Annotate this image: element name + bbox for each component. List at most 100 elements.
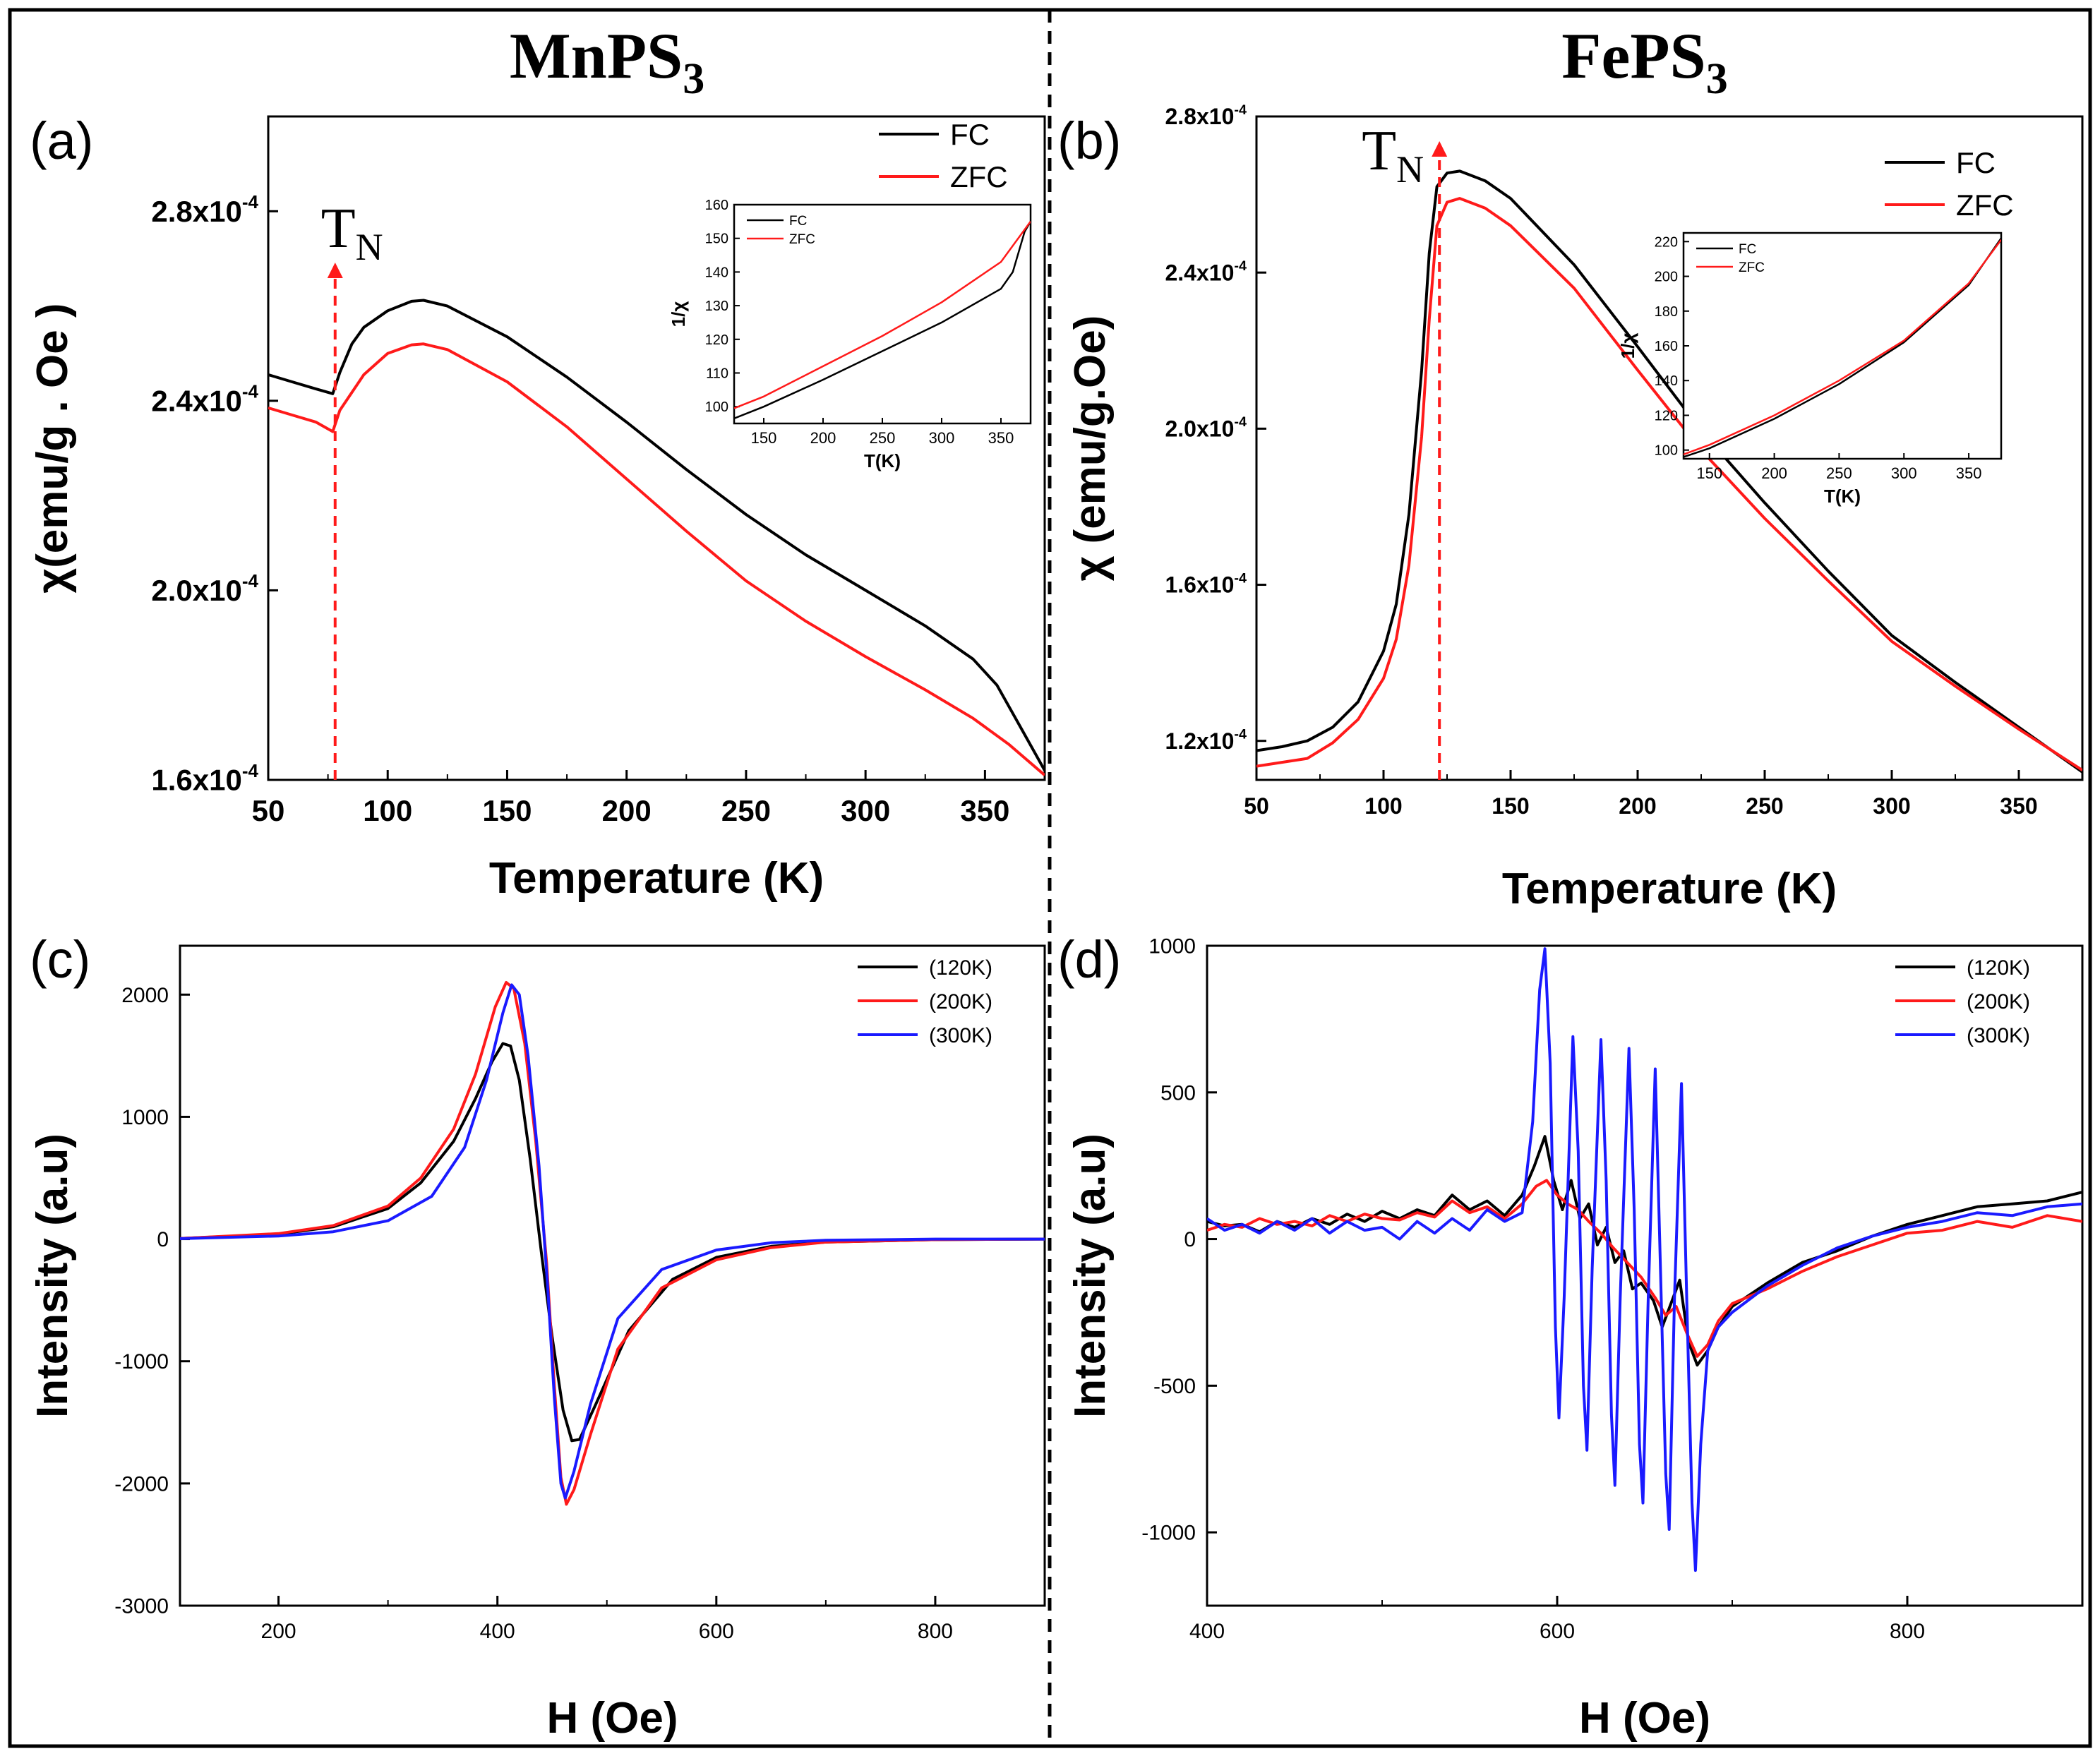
inset-plot-area xyxy=(1682,231,2003,460)
inset-x-tick-label: 350 xyxy=(988,429,1014,447)
x-axis-label: Temperature (K) xyxy=(1502,865,1837,913)
x-tick-label: 200 xyxy=(602,794,652,827)
inset-series-line-zfc xyxy=(734,221,1031,409)
y-tick-label: 2.8x10-4 xyxy=(151,191,258,228)
x-axis-label: Temperature (K) xyxy=(489,854,824,903)
x-tick-label: 400 xyxy=(1189,1620,1225,1643)
inset-x-tick-label: 350 xyxy=(1956,464,1982,482)
inset-x-tick-label: 300 xyxy=(929,429,955,447)
legend-label: (200K) xyxy=(929,990,992,1014)
x-tick-label: 150 xyxy=(1492,793,1529,819)
panel-d: 400 600 800 -1000 -500 0 500 1000 H (Oe) Intensit… xyxy=(1057,930,2084,1743)
y-tick-label: 2.8x10-4 xyxy=(1165,102,1247,129)
y-tick-label: -1000 xyxy=(1141,1522,1196,1545)
legend-label: (200K) xyxy=(1967,990,2030,1014)
inset-b: 150 200 250 300 350 100 120 140 160 180 200 220 T(K)… xyxy=(1617,231,2003,507)
inset-y-tick-label: 100 xyxy=(705,399,728,415)
inset-y-tick-label: 130 xyxy=(705,299,728,314)
inset-x-axis-label: T(K) xyxy=(864,450,901,471)
inset-x-tick-label: 150 xyxy=(1696,464,1722,482)
legend-label: (120K) xyxy=(1967,956,2030,980)
y-tick-label: 1.6x10-4 xyxy=(1165,570,1247,597)
series-line-300k xyxy=(180,983,1045,1500)
legend: FC ZFC xyxy=(879,118,1008,193)
x-tick-label: 200 xyxy=(1619,793,1656,819)
inset-x-axis-label: T(K) xyxy=(1824,486,1861,507)
series-group xyxy=(268,299,1045,776)
inset-series-line-fc xyxy=(1684,237,2001,458)
inset-y-tick-label: 140 xyxy=(705,265,728,280)
x-tick-label: 800 xyxy=(1890,1620,1925,1643)
y-tick-label: 1.2x10-4 xyxy=(1165,727,1247,754)
series-line-fc xyxy=(1256,169,2082,774)
x-tick-label: 250 xyxy=(721,794,771,827)
x-axis-label: H (Oe) xyxy=(1579,1694,1710,1743)
series-line-zfc xyxy=(1256,197,2082,771)
inset-a: 150 200 250 300 350 100 110 120 130 140 150 160 T(K)… xyxy=(668,198,1032,471)
inset-x-tick-label: 300 xyxy=(1891,464,1917,482)
inset-x-tick-label: 200 xyxy=(810,429,836,447)
y-tick-label: 0 xyxy=(157,1228,169,1251)
series-line-zfc xyxy=(268,342,1045,776)
tn-annotation: TN xyxy=(1362,120,1424,191)
inset-y-tick-label: 200 xyxy=(1655,270,1678,285)
y-tick-label: -500 xyxy=(1153,1375,1196,1398)
inset-legend-label: ZFC xyxy=(1739,260,1765,275)
y-tick-label: -2000 xyxy=(114,1472,169,1496)
series-line-120k xyxy=(1207,1135,2082,1367)
x-tick-label: 100 xyxy=(1364,793,1402,819)
series-group xyxy=(180,980,1045,1506)
legend-label: (300K) xyxy=(1967,1024,2030,1047)
header-mnps3: MnPS3 xyxy=(510,20,704,103)
y-tick-label: 500 xyxy=(1160,1081,1196,1105)
inset-y-tick-label: 140 xyxy=(1655,373,1678,389)
series-group xyxy=(1256,169,2082,774)
inset-x-tick-label: 250 xyxy=(870,429,896,447)
x-tick-label: 50 xyxy=(252,794,285,827)
x-tick-label: 600 xyxy=(1540,1620,1575,1643)
legend-label: (300K) xyxy=(929,1024,992,1047)
inset-series-line-fc xyxy=(734,221,1031,419)
tn-arrow-head xyxy=(327,263,343,278)
inset-y-tick-label: 110 xyxy=(706,366,728,381)
series-line-120k xyxy=(180,1042,1045,1443)
panel-c: 200 400 600 800 -3000 -2000 -1000 0 1000 2000 H (O… xyxy=(28,930,1046,1743)
legend: (120K) (200K) (300K) xyxy=(1895,956,2030,1047)
x-tick-label: 800 xyxy=(918,1620,953,1643)
x-tick-label: 400 xyxy=(480,1620,515,1643)
y-tick-label: -1000 xyxy=(114,1350,169,1373)
legend-label: FC xyxy=(950,118,990,151)
panel-label-b: (b) xyxy=(1057,112,1121,170)
panel-label-c: (c) xyxy=(30,930,90,989)
inset-y-tick-label: 150 xyxy=(705,231,728,247)
tn-annotation: TN xyxy=(321,198,383,268)
inset-legend-label: FC xyxy=(789,214,807,229)
y-tick-label: 2.4x10-4 xyxy=(151,381,258,418)
series-line-fc xyxy=(268,299,1045,771)
y-tick-label: 1.6x10-4 xyxy=(151,760,258,797)
y-tick-label: 2.0x10-4 xyxy=(1165,414,1247,441)
plot-area-c xyxy=(179,944,1046,1607)
legend-label: ZFC xyxy=(950,160,1008,193)
inset-y-tick-label: 100 xyxy=(1655,443,1678,459)
x-axis-label: H (Oe) xyxy=(547,1694,678,1743)
inset-series-line-zfc xyxy=(1684,239,2001,455)
x-tick-label: 50 xyxy=(1244,793,1269,819)
y-axis-label: Intensity (a.u) xyxy=(1066,1133,1115,1418)
x-tick-label: 150 xyxy=(482,794,532,827)
inset-x-tick-label: 200 xyxy=(1761,464,1787,482)
y-tick-label: 0 xyxy=(1184,1228,1196,1251)
x-tick-label: 300 xyxy=(841,794,890,827)
legend: (120K) (200K) (300K) xyxy=(858,956,992,1047)
inset-legend-label: ZFC xyxy=(789,232,815,247)
y-tick-label: -3000 xyxy=(114,1595,169,1618)
x-tick-label: 300 xyxy=(1873,793,1910,819)
y-tick-label: 1000 xyxy=(121,1106,169,1129)
y-tick-label: 2000 xyxy=(121,984,169,1007)
y-axis-label: χ (emu/g.Oe) xyxy=(1066,315,1115,582)
panel-b: 50 100 150 200 250 300 350 1.2x10-4 1.6x10-4 2.0x… xyxy=(1057,102,2084,913)
inset-y-tick-label: 160 xyxy=(1655,339,1678,354)
x-tick-label: 250 xyxy=(1746,793,1783,819)
inset-y-tick-label: 120 xyxy=(705,332,728,348)
x-tick-label: 350 xyxy=(2000,793,2037,819)
